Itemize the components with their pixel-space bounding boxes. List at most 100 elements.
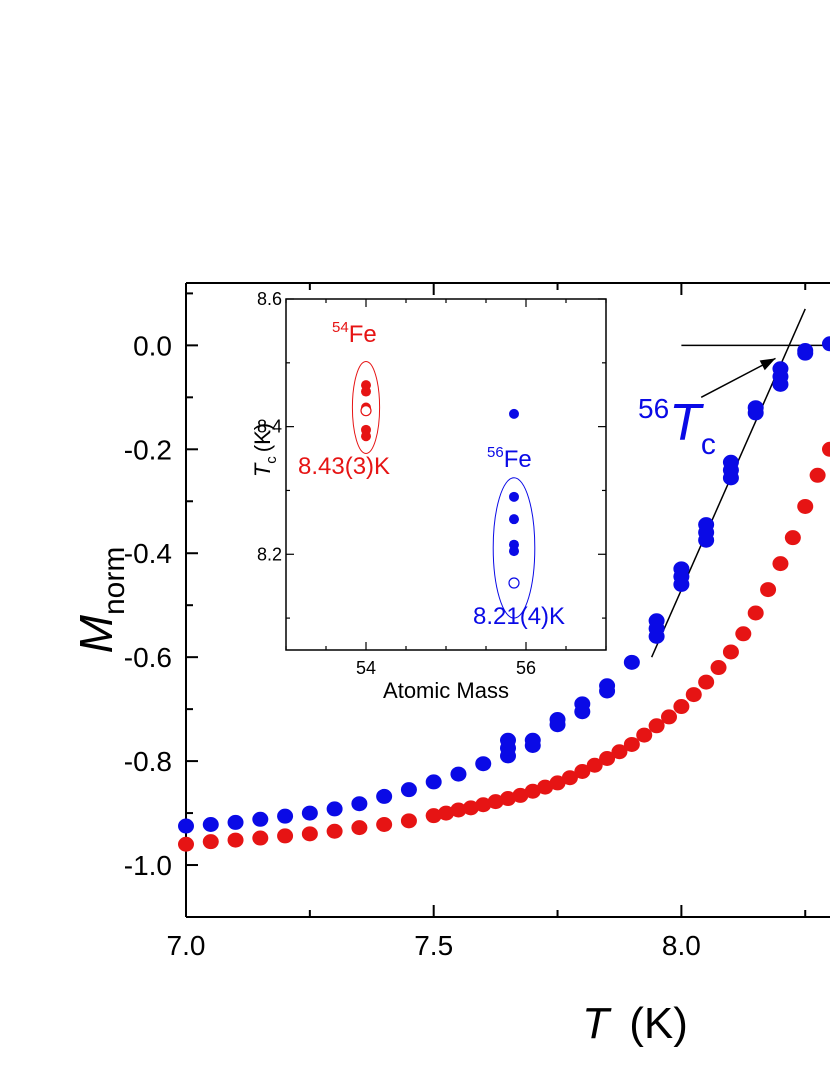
- blue-data-point: [178, 818, 194, 834]
- red-data-point: [698, 674, 715, 690]
- inset-y-axis-label: Tc (K): [250, 423, 280, 477]
- red-data-point: [500, 791, 516, 807]
- x-axis-label-symbol: T: [582, 999, 612, 1048]
- red-data-point: [376, 816, 393, 832]
- y-axis-label-subscript: norm: [98, 547, 131, 615]
- fe56-label-element: Fe: [504, 446, 532, 473]
- blue-data-point: [227, 814, 244, 830]
- red-data-point: [512, 787, 529, 803]
- y-tick-label: -0.6: [124, 642, 172, 673]
- fe54-label-superscript: 54: [332, 319, 349, 336]
- red-data-point: [623, 736, 640, 752]
- blue-data-point: [524, 732, 541, 748]
- red-data-point: [648, 718, 665, 734]
- red-inset-point: [361, 431, 371, 442]
- blue-data-point: [450, 766, 467, 782]
- red-data-point: [722, 644, 739, 660]
- blue-data-point: [673, 561, 690, 577]
- red-data-point: [710, 660, 727, 676]
- y-tick-label: -1.0: [124, 850, 172, 881]
- blue-inset-point: [509, 408, 519, 419]
- red-data-point: [574, 763, 591, 779]
- red-data-point: [636, 727, 653, 743]
- fe54-value-label: 8.43(3)K: [298, 453, 390, 480]
- red-data-point: [685, 687, 702, 703]
- inset-data-points: [351, 361, 536, 619]
- blue-data-point: [252, 811, 269, 827]
- red-data-point: [611, 744, 628, 760]
- x-tick-label: 7.0: [167, 930, 206, 961]
- tc-annotation-subscript: c: [701, 428, 716, 461]
- red-data-point: [202, 834, 219, 850]
- x-tick-label: 8.0: [662, 930, 701, 961]
- blue-inset-open-point: [508, 577, 520, 589]
- red-data-point: [735, 626, 752, 642]
- y-axis-label-symbol: M: [70, 614, 122, 653]
- red-data-point: [252, 830, 269, 846]
- blue-data-point: [549, 712, 566, 728]
- y-tick-label: -0.2: [124, 434, 172, 465]
- inset-y-tick-label: 8.6: [257, 289, 282, 309]
- blue-data-point: [326, 801, 343, 817]
- red-data-point: [784, 530, 801, 546]
- red-data-point: [599, 751, 616, 766]
- red-data-point: [524, 783, 541, 799]
- inset-frame: [285, 298, 607, 651]
- red-data-point: [462, 800, 479, 816]
- x-tick-label: 7.5: [414, 930, 453, 961]
- blue-data-point: [599, 678, 616, 694]
- blue-data-point: [376, 788, 393, 804]
- blue-data-point: [822, 336, 830, 352]
- inset-y-tick-label: 8.4: [257, 417, 282, 437]
- red-data-point: [760, 582, 777, 598]
- blue-data-point: [772, 361, 789, 377]
- red-data-point: [425, 808, 442, 824]
- fe54-label: 54Fe: [332, 319, 377, 348]
- blue-data-point: [698, 517, 715, 533]
- inset-x-axis-label: Atomic Mass: [383, 678, 509, 703]
- red-data-point: [661, 709, 677, 725]
- red-inset-open-point: [360, 405, 372, 417]
- fe56-label-superscript: 56: [487, 444, 504, 461]
- svg-text:Mnorm: Mnorm: [70, 547, 131, 654]
- x-axis-label: T (K): [582, 999, 688, 1048]
- inset-x-tick-label: 54: [356, 658, 376, 678]
- inset-y-tick-label: 8.2: [257, 544, 282, 564]
- blue-data-point: [797, 343, 814, 359]
- red-data-point: [586, 757, 603, 773]
- tc-annotation-symbol: T: [669, 394, 704, 452]
- fe56-label: 56Fe: [487, 444, 532, 473]
- red-data-point: [487, 794, 504, 810]
- red-data-point: [400, 813, 417, 829]
- red-inset-point: [361, 386, 371, 397]
- blue-data-point: [301, 805, 318, 821]
- fit-line-group: [650, 308, 830, 658]
- red-data-point: [351, 820, 368, 836]
- red-data-point: [673, 699, 690, 715]
- inset-y-axis-label-symbol: T: [250, 462, 275, 477]
- y-axis-label: Mnorm: [70, 547, 131, 654]
- blue-inset-point: [509, 546, 519, 557]
- red-data-point: [537, 779, 554, 795]
- red-data-point: [450, 802, 467, 818]
- blue-inset-point: [509, 491, 519, 502]
- red-data-point: [475, 797, 492, 813]
- red-data-point: [561, 770, 578, 786]
- tc-annotation: 56Tc: [638, 393, 716, 461]
- y-tick-label: -0.8: [124, 746, 172, 777]
- inset-axes: 54 56 8.2 8.4 8.6: [257, 289, 607, 678]
- x-axis-label-unit: (K): [629, 999, 688, 1048]
- inset-y-axis-label-unit: (K): [250, 423, 275, 452]
- main-data-points: [178, 336, 830, 852]
- red-data-point: [747, 605, 764, 621]
- tc-annotation-superscript: 56: [638, 393, 669, 424]
- red-data-point: [438, 805, 455, 821]
- red-data-point: [178, 836, 194, 852]
- red-data-point: [809, 467, 826, 483]
- blue-data-point: [351, 796, 368, 812]
- blue-data-point: [623, 654, 640, 670]
- blue-data-point: [475, 756, 492, 772]
- inset-x-tick-label: 56: [516, 658, 536, 678]
- blue-data-point: [500, 732, 516, 748]
